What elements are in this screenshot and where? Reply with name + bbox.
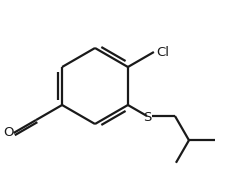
Text: S: S [143, 110, 151, 123]
Text: O: O [3, 127, 14, 140]
Text: Cl: Cl [156, 45, 169, 58]
